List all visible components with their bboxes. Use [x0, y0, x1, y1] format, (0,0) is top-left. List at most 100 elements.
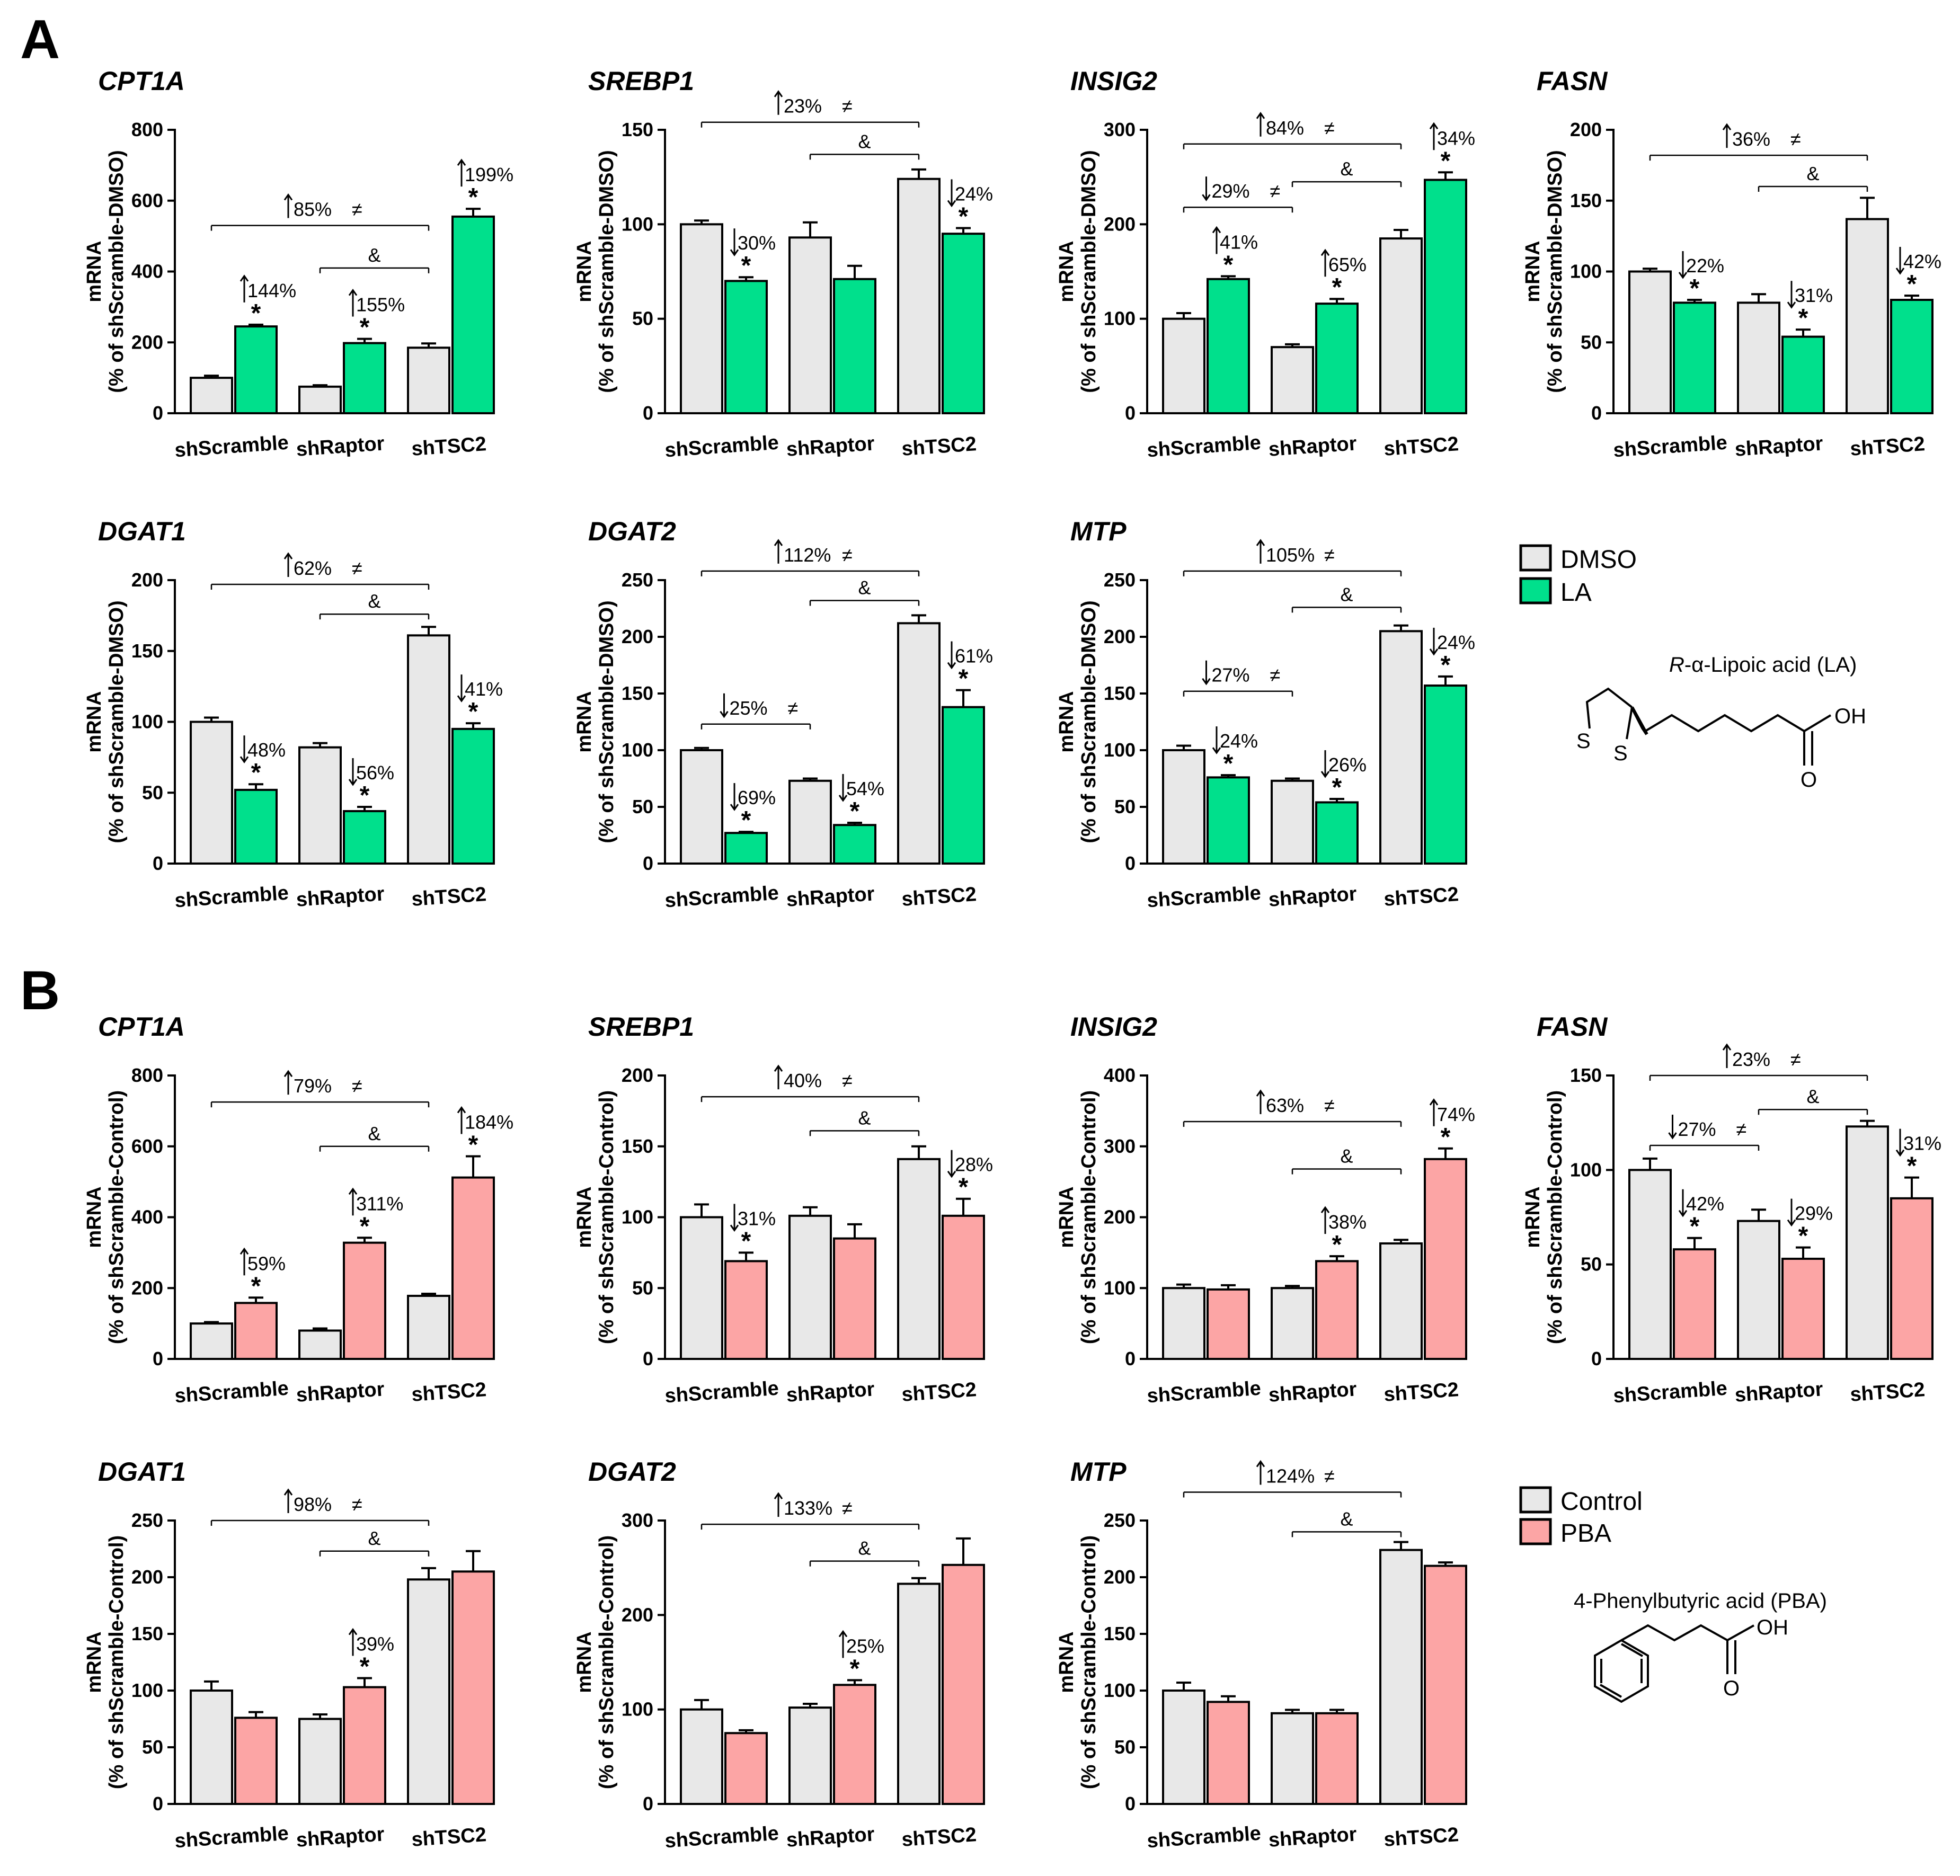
y-tick-label: 100	[1570, 261, 1602, 282]
bar-control-shscramble	[190, 1322, 233, 1360]
significance-star: *	[251, 1272, 261, 1300]
percent-change-label: 24%	[1437, 632, 1475, 653]
chart-b-insig2: INSIG2 mRNA (% of shScramble-Control) 0 100 2…	[1056, 1012, 1475, 1407]
bracket-symbol: ≠	[842, 95, 853, 117]
y-tick-label: 300	[1104, 1135, 1136, 1157]
bar-control-shtsc2	[897, 1582, 941, 1806]
y-tick-label: 600	[131, 190, 163, 211]
chart-a-srebp1: SREBP1 mRNA (% of shScramble-DMSO) 0 50 100 15…	[573, 66, 993, 461]
atom-s2: S	[1613, 742, 1628, 765]
percent-change-label: 38%	[1328, 1211, 1367, 1233]
y-axis-label: mRNA	[573, 1186, 596, 1248]
significance-star: *	[1441, 1123, 1451, 1151]
lipoic-acid-bonds	[1585, 687, 1832, 766]
y-tick-label: 0	[1591, 1348, 1602, 1370]
bar-control-shtsc2	[1846, 1125, 1889, 1361]
percent-change-label: 65%	[1328, 254, 1367, 275]
bar-control-shscramble	[1162, 1690, 1205, 1805]
bracket-symbol: ≠	[1324, 117, 1335, 139]
butyric-chain	[1621, 1624, 1754, 1674]
bar-la-shscramble	[234, 325, 278, 414]
bar-dmso-shraptor	[788, 779, 832, 865]
y-tick-label: 200	[131, 1566, 163, 1588]
significance-star: *	[468, 1131, 478, 1159]
y-axis-label-2: (% of shScramble-DMSO)	[105, 600, 128, 843]
bar-dmso-shscramble	[190, 721, 233, 865]
x-category-label: shScramble	[1146, 1377, 1262, 1408]
bracket-arrow-up-icon	[283, 1070, 293, 1078]
percent-change-label: 25%	[846, 1635, 884, 1657]
bracket-symbol: ≠	[788, 697, 799, 719]
bracket-arrow-down-icon	[720, 710, 729, 718]
bracket-arrow-up-icon	[1256, 539, 1265, 546]
percent-change-label: 74%	[1437, 1104, 1475, 1125]
bracket-percent-label: 84%	[1266, 117, 1304, 139]
chart-title: SREBP1	[588, 66, 694, 96]
legend-label-pba: PBA	[1560, 1519, 1611, 1548]
change-arrow-up-icon	[240, 274, 249, 282]
x-category-label: shScramble	[174, 1822, 289, 1853]
chart-a-fasn: FASN mRNA (% of shScramble-DMSO) 0 50 100 150 2…	[1522, 66, 1941, 461]
significance-star: *	[1441, 147, 1451, 175]
y-tick-label: 50	[632, 796, 653, 817]
bracket-arrow-up-icon	[1256, 1460, 1265, 1468]
bracket-symbol: ≠	[352, 557, 362, 579]
percent-change-label: 311%	[356, 1193, 403, 1214]
y-tick-label: 50	[142, 781, 163, 803]
bracket-symbol: &	[368, 244, 380, 266]
y-tick-label: 0	[1125, 1348, 1136, 1370]
bar-pba-shscramble	[724, 1732, 768, 1805]
y-tick-label: 0	[153, 1793, 163, 1815]
chart-title: DGAT1	[98, 517, 186, 546]
chart-a-mtp: MTP mRNA (% of shScramble-DMSO) 0 50 100 150 20…	[1056, 517, 1475, 912]
bracket-percent-label: 85%	[294, 199, 332, 220]
bar-pba-shraptor	[343, 1241, 386, 1360]
bar-pba-shraptor	[343, 1686, 386, 1806]
bar-la-shscramble	[724, 832, 768, 865]
change-arrow-up-icon	[348, 1187, 358, 1195]
percent-change-label: 41%	[1220, 231, 1258, 253]
bracket-symbol: ≠	[842, 1497, 853, 1519]
bar-dmso-shtsc2	[897, 177, 941, 414]
bracket-symbol: ≠	[1324, 1465, 1335, 1487]
change-arrow-down-icon	[1895, 1149, 1905, 1157]
x-category-label: shRaptor	[786, 1378, 876, 1407]
y-tick-label: 50	[1581, 331, 1602, 353]
benzene-ring	[1594, 1639, 1649, 1703]
bar-pba-shscramble	[1673, 1248, 1716, 1360]
atom-s1: S	[1576, 730, 1591, 753]
x-category-label: shRaptor	[296, 432, 386, 461]
bracket-percent-label: 27%	[1212, 664, 1250, 686]
y-tick-label: 250	[1104, 569, 1136, 591]
y-axis-label-2: (% of shScramble-Control)	[596, 1535, 618, 1789]
y-axis-label-2: (% of shScramble-DMSO)	[1544, 150, 1566, 393]
bracket-percent-label: 36%	[1732, 128, 1770, 150]
legend-swatch-control	[1519, 1486, 1552, 1514]
chart-title: MTP	[1070, 517, 1127, 546]
y-tick-label: 200	[1104, 1566, 1136, 1588]
y-tick-label: 300	[622, 1509, 653, 1531]
bar-pba-shtsc2	[1424, 1158, 1467, 1360]
bar-control-shtsc2	[407, 1294, 450, 1360]
y-tick-label: 0	[1591, 402, 1602, 424]
y-tick-label: 100	[622, 213, 653, 235]
y-axis-label-2: (% of shScramble-Control)	[1544, 1090, 1566, 1344]
bar-pba-shtsc2	[451, 1570, 495, 1806]
change-arrow-up-icon	[1429, 1098, 1439, 1106]
change-arrow-down-icon	[1212, 747, 1221, 754]
x-category-label: shTSC2	[411, 433, 487, 460]
x-category-label: shRaptor	[1734, 1378, 1824, 1407]
y-tick-label: 100	[622, 1699, 653, 1720]
bracket-percent-label: 29%	[1212, 180, 1250, 202]
change-arrow-up-icon	[1320, 1206, 1330, 1213]
x-category-label: shRaptor	[296, 883, 386, 911]
x-category-label: shTSC2	[901, 1824, 977, 1851]
x-category-label: shTSC2	[411, 1824, 487, 1851]
y-tick-label: 0	[1125, 402, 1136, 424]
x-category-label: shTSC2	[1849, 433, 1926, 460]
significance-star: *	[1332, 1231, 1342, 1259]
significance-star: *	[1690, 1213, 1700, 1241]
chart-title: CPT1A	[98, 1012, 185, 1042]
bracket-arrow-up-icon	[774, 90, 783, 97]
